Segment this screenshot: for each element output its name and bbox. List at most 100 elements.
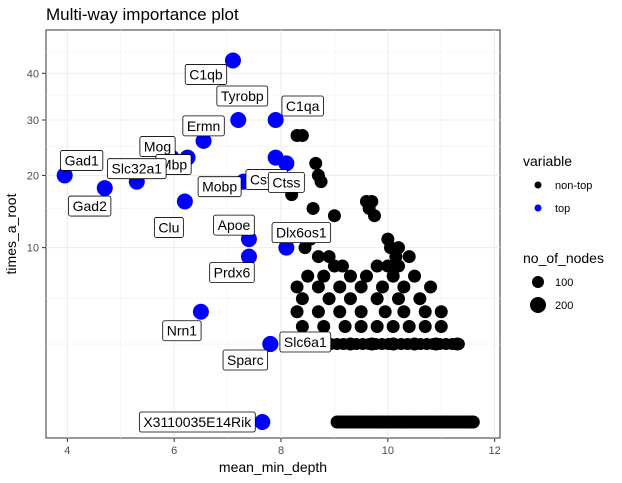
nontop-point bbox=[290, 280, 304, 294]
nontop-point bbox=[408, 269, 422, 283]
point-label-text: Apoe bbox=[218, 217, 251, 233]
nontop-point bbox=[392, 292, 406, 306]
nontop-point bbox=[333, 280, 347, 294]
point-label-text: Mbp bbox=[160, 157, 187, 173]
point-label-box bbox=[213, 214, 255, 236]
x-tick-label: 4 bbox=[64, 445, 70, 457]
nontop-point bbox=[354, 320, 368, 333]
nontop-point bbox=[295, 320, 309, 333]
nontop-point bbox=[434, 305, 448, 319]
legend-nontop-label: non-top bbox=[555, 180, 592, 192]
nontop-point bbox=[392, 259, 406, 273]
point-label-text: Gad2 bbox=[73, 198, 107, 214]
point-label: X3110035E14Rik bbox=[138, 411, 256, 433]
point-label-box bbox=[182, 115, 225, 137]
x-tick-label: 6 bbox=[171, 445, 177, 457]
point-label-text: X3110035E14Rik bbox=[143, 414, 252, 430]
y-tick-label: 20 bbox=[27, 170, 39, 182]
legend-size-large-label: 200 bbox=[555, 300, 573, 312]
point-label: Ctss bbox=[267, 171, 305, 193]
point-label-text: Slc6a1 bbox=[284, 334, 327, 350]
legend-size-large-swatch bbox=[530, 297, 546, 313]
point-label-text: Ermn bbox=[187, 118, 220, 134]
nontop-point bbox=[370, 292, 384, 306]
nontop-point bbox=[322, 292, 336, 306]
top-point bbox=[224, 52, 241, 69]
nontop-point bbox=[311, 280, 325, 294]
y-axis-ticks: 10 20 30 40 bbox=[27, 68, 46, 255]
nontop-point bbox=[343, 292, 357, 306]
nontop-point bbox=[333, 305, 347, 319]
point-label: C1qa bbox=[281, 95, 324, 117]
nontop-point bbox=[354, 280, 368, 294]
x-tick-label: 10 bbox=[382, 445, 394, 457]
point-label-box bbox=[271, 222, 332, 244]
point-label-box bbox=[107, 158, 167, 180]
nontop-point bbox=[434, 320, 448, 333]
point-label: Gad1 bbox=[60, 150, 104, 171]
nontop-point bbox=[354, 305, 368, 319]
point-label-box bbox=[68, 195, 112, 217]
point-label: Sparc bbox=[222, 349, 269, 371]
point-label-text: Clu bbox=[158, 219, 179, 235]
x-tick-label: 8 bbox=[278, 445, 284, 457]
point-label-text: Sparc bbox=[227, 352, 264, 368]
nontop-point bbox=[418, 305, 432, 319]
point-label-text: Prdx6 bbox=[214, 265, 251, 281]
x-axis-title: mean_min_depth bbox=[219, 459, 327, 475]
top-point bbox=[240, 248, 257, 265]
point-label: Slc32a1 bbox=[107, 158, 167, 180]
point-label-text: Ctss bbox=[272, 174, 300, 190]
nontop-point bbox=[367, 209, 381, 223]
nontop-point bbox=[381, 259, 395, 273]
point-label-box bbox=[184, 64, 228, 85]
top-point bbox=[56, 167, 73, 184]
point-label-text: Dlx6os1 bbox=[276, 225, 327, 241]
nontop-points bbox=[285, 129, 480, 429]
point-label: Gad2 bbox=[68, 195, 112, 217]
point-label-box bbox=[216, 85, 269, 107]
nontop-point bbox=[397, 280, 411, 294]
top-point bbox=[262, 336, 279, 353]
nontop-point bbox=[452, 338, 465, 351]
top-point bbox=[278, 239, 295, 256]
y-tick-label: 30 bbox=[27, 115, 39, 127]
top-point bbox=[192, 303, 209, 320]
legend-size-title: no_of_nodes bbox=[523, 250, 604, 266]
point-label-box bbox=[209, 262, 255, 283]
point-label-text: Mobp bbox=[202, 179, 237, 195]
nontop-point bbox=[402, 250, 416, 264]
top-point bbox=[176, 193, 193, 210]
nontop-point bbox=[317, 320, 331, 333]
nontop-point bbox=[317, 269, 331, 283]
nontop-point bbox=[298, 241, 312, 255]
point-label-text: Gad1 bbox=[65, 152, 99, 168]
point-label-box bbox=[281, 95, 324, 117]
y-tick-label: 40 bbox=[27, 68, 39, 80]
nontop-point bbox=[301, 269, 315, 283]
point-label: Nrn1 bbox=[162, 320, 202, 342]
legend-size-small-swatch bbox=[532, 276, 544, 288]
point-label-box bbox=[153, 217, 184, 238]
point-label-box bbox=[197, 176, 242, 198]
top-point bbox=[230, 112, 247, 129]
y-axis-title: times_a_root bbox=[3, 193, 19, 274]
top-point bbox=[278, 155, 295, 172]
point-label-text: Nrn1 bbox=[167, 323, 198, 339]
nontop-point bbox=[424, 280, 438, 294]
top-point bbox=[96, 180, 113, 197]
point-label-box bbox=[279, 331, 332, 353]
nontop-point bbox=[311, 305, 325, 319]
legend-top-swatch bbox=[534, 204, 542, 212]
y-tick-label: 10 bbox=[27, 243, 39, 255]
nontop-point bbox=[295, 129, 309, 142]
nontop-point bbox=[311, 250, 325, 264]
nontop-point bbox=[466, 415, 480, 429]
nontop-point bbox=[359, 269, 373, 283]
nontop-point bbox=[413, 292, 427, 306]
top-point bbox=[195, 132, 212, 149]
nontop-point bbox=[306, 201, 320, 215]
point-label: Dlx6os1 bbox=[271, 222, 332, 244]
point-label: Ermn bbox=[182, 115, 225, 137]
nontop-point bbox=[327, 209, 341, 223]
